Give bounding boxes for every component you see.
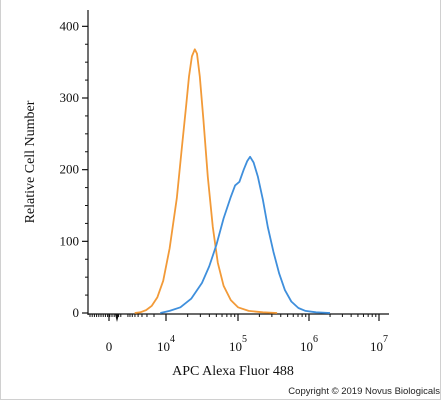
y-axis: 0 100 200 300 400 [60,10,89,320]
x-tick-exponent: 6 [313,334,318,345]
x-tick-exponent: 5 [242,334,247,345]
x-tick-label: 0 [106,339,113,354]
histogram-series-1 [134,48,278,314]
x-tick-label: 104 [157,334,175,354]
y-tick-label: 300 [60,90,80,105]
x-tick-exponent: 4 [170,334,175,345]
x-axis-title: APC Alexa Fluor 488 [172,364,294,379]
series-lines [134,48,331,314]
x-tick-label: 106 [300,334,318,354]
x-tick-label: 107 [370,334,388,354]
x-tick-label: 105 [229,334,247,354]
y-tick-label: 200 [60,162,80,177]
y-tick-label: 400 [60,18,80,33]
histogram-series-2 [160,155,331,314]
y-axis-title: Relative Cell Number [23,100,38,223]
x-axis: 0 104 105 106 107 [88,313,389,354]
y-tick-label: 0 [73,305,80,320]
y-tick-label: 100 [60,233,80,248]
zero-marker [115,314,119,322]
x-tick-exponent: 7 [383,334,388,345]
copyright-notice: Copyright © 2019 Novus Biologicals [288,386,440,397]
